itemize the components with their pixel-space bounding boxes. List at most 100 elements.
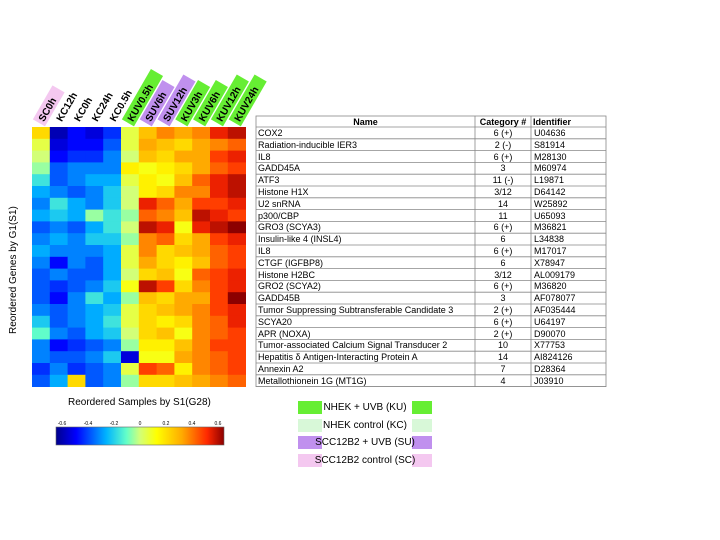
heatmap-cell <box>32 162 51 175</box>
heatmap-cell <box>85 327 104 340</box>
heatmap-cell <box>32 221 51 234</box>
legend-item: NHEK + UVB (KU) <box>298 401 432 414</box>
heatmap-cell <box>138 351 157 364</box>
gene-category: 6 <box>500 234 506 245</box>
heatmap-cell <box>67 127 86 140</box>
heatmap-cell <box>192 138 211 151</box>
gene-name: Annexin A2 <box>258 364 304 374</box>
heatmap-cell <box>210 162 229 175</box>
gene-category: 3/12 <box>494 187 512 197</box>
heatmap-cell <box>121 363 140 376</box>
gene-name: Histone H1X <box>258 187 309 197</box>
heatmap-cell <box>67 186 86 199</box>
heatmap-cells <box>32 127 246 387</box>
heatmap-cell <box>85 221 104 234</box>
heatmap-cell <box>121 351 140 364</box>
heatmap-cell <box>174 280 193 293</box>
heatmap-cell <box>138 233 157 246</box>
heatmap-cell <box>156 327 175 340</box>
table-grid <box>255 115 607 388</box>
heatmap-cell <box>210 327 229 340</box>
heatmap-cell <box>227 363 246 376</box>
gene-category: 3 <box>500 163 506 174</box>
heatmap-cell <box>192 363 211 376</box>
heatmap-cell <box>67 197 86 210</box>
heatmap-cell <box>67 339 86 352</box>
legend-label: NHEK + UVB (KU) <box>323 402 407 413</box>
colorbar-tick-label: -0.6 <box>58 421 67 427</box>
heatmap-cell <box>210 186 229 199</box>
heatmap-cell <box>138 292 157 305</box>
heatmap-cell <box>103 186 122 199</box>
heatmap-cell <box>49 280 68 293</box>
heatmap-cell <box>85 209 104 222</box>
sample-group-highlight <box>32 85 65 127</box>
gene-identifier: M36821 <box>534 222 567 233</box>
colorbar <box>55 426 225 446</box>
gene-identifier: D90070 <box>534 328 566 339</box>
heatmap-cell <box>103 245 122 258</box>
heatmap-cell <box>138 162 157 175</box>
sample-group-highlight <box>193 79 228 127</box>
heatmap-cell <box>85 339 104 352</box>
heatmap-cell <box>49 268 68 281</box>
heatmap-cell <box>85 280 104 293</box>
heatmap-cell <box>156 150 175 163</box>
heatmap-cell <box>138 245 157 258</box>
gene-identifier: M60974 <box>534 163 567 174</box>
heatmap-cell <box>192 186 211 199</box>
gene-identifier: U64197 <box>534 316 566 327</box>
gene-category: 6 (+) <box>493 222 513 233</box>
gene-identifier: S81914 <box>534 139 566 150</box>
gene-category: 6 (+) <box>493 316 513 327</box>
heatmap-cell <box>227 245 246 258</box>
heatmap-cell <box>32 245 51 258</box>
heatmap-cell <box>138 197 157 210</box>
heatmap-cell <box>138 327 157 340</box>
heatmap-cell <box>67 245 86 258</box>
heatmap-cell <box>32 197 51 210</box>
heatmap-cell <box>67 327 86 340</box>
gene-identifier: X77753 <box>534 340 566 351</box>
gene-category: 6 (+) <box>493 151 513 162</box>
heatmap-cell <box>210 174 229 187</box>
heatmap-cell <box>121 327 140 340</box>
heatmap-cell <box>67 374 86 387</box>
heatmap-cell <box>49 150 68 163</box>
heatmap-cell <box>121 150 140 163</box>
heatmap-cell <box>156 256 175 269</box>
heatmap-cell <box>49 292 68 305</box>
gene-name: U2 snRNA <box>258 198 301 209</box>
heatmap-cell <box>49 186 68 199</box>
heatmap-cell <box>32 363 51 376</box>
gene-identifier: L19871 <box>534 175 565 186</box>
gene-category: 2 (-) <box>494 139 512 150</box>
gene-identifier: AI824126 <box>534 352 573 363</box>
heatmap-cell <box>85 162 104 175</box>
heatmap-cell <box>138 374 157 387</box>
gene-name: GADD45A <box>258 163 301 174</box>
heatmap-cell <box>32 292 51 305</box>
heatmap-cell <box>121 304 140 317</box>
heatmap-cell <box>121 221 140 234</box>
heatmap-cell <box>49 162 68 175</box>
colorbar-tick-label: -0.4 <box>84 421 93 427</box>
heatmap-cell <box>121 315 140 328</box>
heatmap-cell <box>210 268 229 281</box>
heatmap-cell <box>210 315 229 328</box>
heatmap-cell <box>32 174 51 187</box>
table-header-name: Name <box>353 117 378 127</box>
heatmap-cell <box>49 138 68 151</box>
heatmap-cell <box>67 150 86 163</box>
gene-category: 4 <box>500 375 506 386</box>
heatmap-cell <box>192 162 211 175</box>
heatmap-cell <box>103 174 122 187</box>
sample-group-highlight <box>121 69 164 127</box>
heatmap-cell <box>49 374 68 387</box>
legend-item: NHEK control (KC) <box>298 418 432 432</box>
colorbar-tick-label: 0.2 <box>163 421 170 427</box>
gene-category: 11 <box>498 210 508 221</box>
gene-identifier: M28130 <box>534 151 567 162</box>
gene-name: IL8 <box>258 246 271 256</box>
heatmap-cell <box>192 374 211 387</box>
